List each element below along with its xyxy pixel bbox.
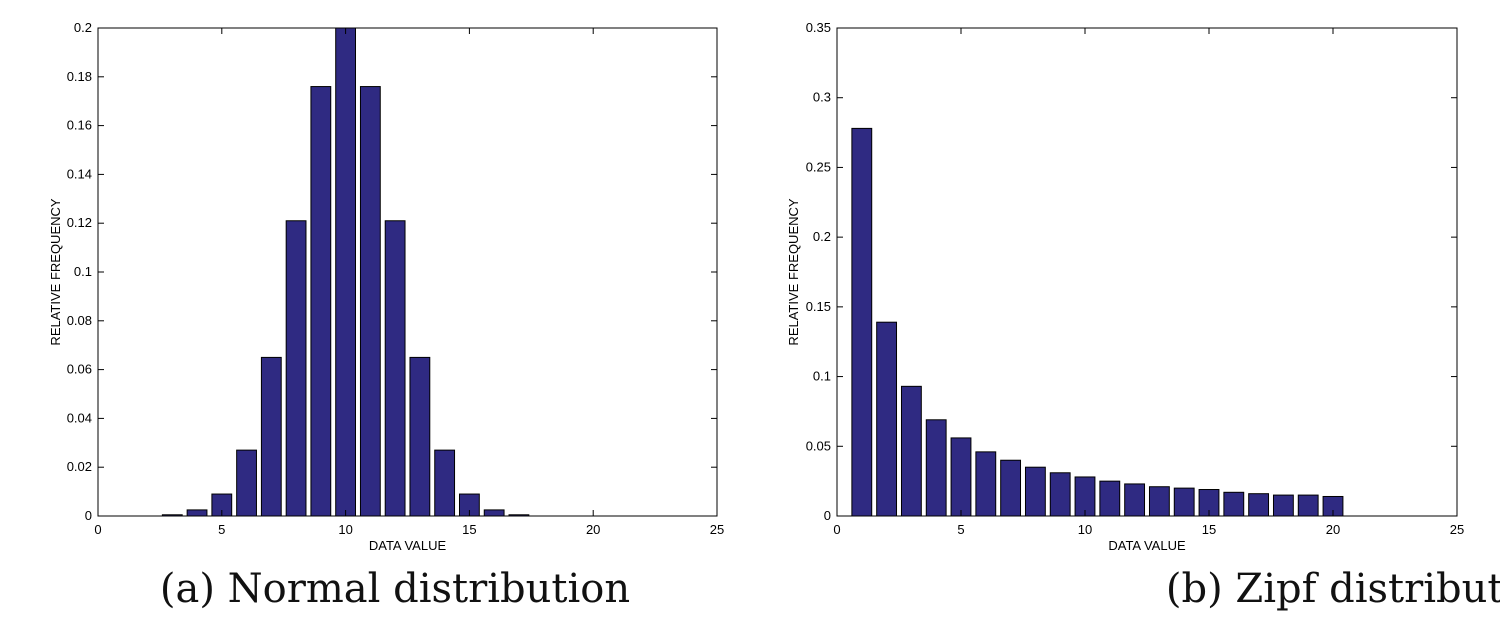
y-tick-label: 0.14 <box>67 166 92 181</box>
y-tick-label: 0.02 <box>67 459 92 474</box>
x-tick-label: 20 <box>1326 522 1340 537</box>
bar-2 <box>876 321 898 517</box>
bar-4 <box>925 419 947 517</box>
bar-18 <box>1272 494 1294 517</box>
zipf-distribution-caption: (b) Zipf distribution <box>1165 566 1500 612</box>
normal-distribution-chart: 0 5 10 15 20 25 0 0.02 0.04 0.06 0.08 0.1 0.12 0.14 0.… <box>48 20 724 553</box>
x-tick-label: 15 <box>462 522 476 537</box>
bar-13 <box>409 356 431 517</box>
normal-distribution-panel: 0 5 10 15 20 25 0 0.02 0.04 0.06 0.08 0.1 0.12 0.14 0.… <box>0 0 740 634</box>
y-tick-label: 0.2 <box>74 20 92 35</box>
bar-19 <box>1297 494 1319 517</box>
bar-13 <box>1148 486 1170 517</box>
bar-11 <box>359 86 381 517</box>
bar-7 <box>260 356 282 517</box>
x-tick-label: 25 <box>710 522 724 537</box>
y-axis-label: RELATIVE FREQUENCY <box>48 198 63 345</box>
bar-16 <box>483 509 505 517</box>
x-tick-label: 0 <box>94 522 101 537</box>
y-tick-label: 0.3 <box>813 90 831 105</box>
x-tick-label: 20 <box>586 522 600 537</box>
x-tick-label: 5 <box>957 522 964 537</box>
bar-5 <box>950 437 972 517</box>
bar-14 <box>1173 487 1195 517</box>
zipf-distribution-panel: 0 5 10 15 20 25 0 0.05 0.1 0.15 0.2 0.25 0.3 0.35 DATA… <box>740 0 1500 634</box>
bar-3 <box>900 385 922 517</box>
bar-9 <box>310 86 332 517</box>
bar-7 <box>1000 459 1022 517</box>
x-axis-label: DATA VALUE <box>1108 538 1186 553</box>
bar-11 <box>1099 480 1121 517</box>
y-tick-label: 0.1 <box>74 264 92 279</box>
bar-12 <box>384 220 406 517</box>
x-tick-label: 10 <box>1078 522 1092 537</box>
normal-distribution-caption: (a) Normal distribution <box>159 566 631 612</box>
y-tick-label: 0.15 <box>806 299 831 314</box>
y-tick-label: 0.35 <box>806 20 831 35</box>
bar-8 <box>1024 466 1046 517</box>
y-tick-label: 0.06 <box>67 362 92 377</box>
bar-14 <box>434 449 456 517</box>
y-tick-label: 0.08 <box>67 313 92 328</box>
y-tick-label: 0.2 <box>813 229 831 244</box>
y-tick-label: 0.1 <box>813 369 831 384</box>
plot-frame <box>836 27 1458 517</box>
x-axis-label: DATA VALUE <box>369 538 447 553</box>
bar-16 <box>1223 491 1245 517</box>
bar-12 <box>1124 483 1146 517</box>
y-tick-label: 0 <box>85 508 92 523</box>
y-tick-label: 0.12 <box>67 215 92 230</box>
bar-6 <box>236 449 257 517</box>
bar-4 <box>186 509 208 517</box>
bar-17 <box>1248 493 1270 517</box>
x-tick-label: 15 <box>1202 522 1216 537</box>
bar-9 <box>1049 472 1071 517</box>
bar-6 <box>975 451 997 517</box>
y-tick-label: 0.16 <box>67 118 92 133</box>
y-tick-label: 0.05 <box>806 438 831 453</box>
y-tick-label: 0.18 <box>67 69 92 84</box>
bar-10 <box>335 27 357 517</box>
y-axis-label: RELATIVE FREQUENCY <box>786 198 801 345</box>
y-tick-label: 0.25 <box>806 159 831 174</box>
x-tick-label: 5 <box>218 522 225 537</box>
x-tick-label: 25 <box>1450 522 1464 537</box>
y-tick-label: 0.04 <box>67 410 92 425</box>
bar-8 <box>285 220 307 517</box>
plot-frame <box>97 27 718 517</box>
zipf-distribution-chart: 0 5 10 15 20 25 0 0.05 0.1 0.15 0.2 0.25 0.3 0.35 DATA… <box>786 20 1464 553</box>
y-tick-label: 0 <box>824 508 831 523</box>
x-tick-label: 0 <box>833 522 840 537</box>
bar-1 <box>851 127 873 517</box>
x-tick-label: 10 <box>338 522 352 537</box>
